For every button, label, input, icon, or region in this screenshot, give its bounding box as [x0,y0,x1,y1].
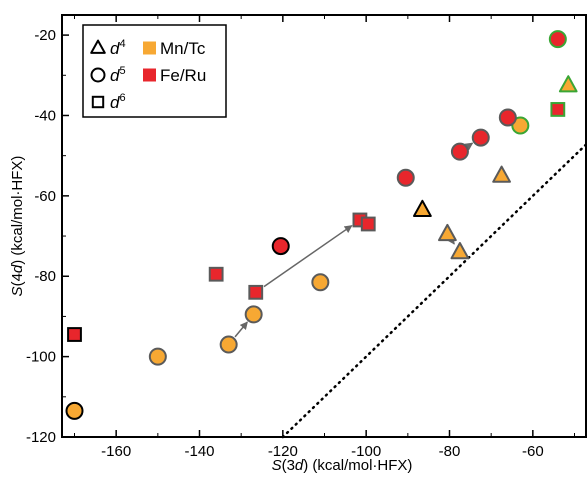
tick-layer: -160 -140 -120 -100 -80 -60 -120 -100 -80 -60 -40 -… [26,15,575,460]
data-point-triangle [450,242,470,260]
data-point-circle [511,116,530,135]
trend-arrow [263,225,353,288]
data-point-triangle [492,165,511,183]
legend-marker-circle [90,67,106,83]
trend-arrow [446,235,455,245]
reference-line-y-equals-x [281,142,587,439]
data-point-circle [450,142,469,161]
y-tick-label: -20 [34,27,56,44]
data-point-circle [244,305,263,324]
x-tick-label: -140 [184,443,214,460]
legend-swatch [143,68,156,82]
legend: d4 d5 d6 Mn/Tc Fe/Ru [82,24,227,118]
legend-label-metal: Mn/Tc [160,39,206,58]
arrow-layer [234,142,474,338]
data-point-square [248,284,264,300]
x-tick-label: -120 [268,443,298,460]
x-tick-label: -60 [522,443,544,460]
data-point-triangle [558,75,578,93]
y-tick-label: -80 [34,268,56,285]
legend-label-triangle: d4 [110,38,126,58]
data-point-circle [148,347,167,366]
data-point-circle [498,108,517,127]
legend-marker-triangle [90,39,106,54]
reference-line-layer [281,142,587,439]
x-tick-label: -80 [439,443,461,460]
data-point-square [208,266,224,282]
legend-marker-square [91,95,105,109]
trend-arrow [464,142,474,151]
x-axis-label: S(3d) (kcal/mol·HFX) [272,457,413,474]
data-point-square [67,327,82,342]
legend-label-square: d6 [110,92,126,112]
trend-arrow [234,321,248,338]
data-point-triangle [413,199,432,217]
x-tick-label: -160 [101,443,131,460]
y-tick-label: -120 [26,429,56,446]
x-tick-label: -100 [351,443,381,460]
data-point-circle [548,30,567,49]
data-point-triangle [438,223,457,242]
data-point-circle [471,128,490,147]
y-tick-label: -60 [34,188,56,205]
data-point-square [360,216,376,232]
legend-label-circle: d5 [110,65,126,85]
y-tick-label: -40 [34,107,56,124]
y-axis-label: S(4d) (kcal/mol·HFX) [9,156,26,297]
data-point-layer [65,30,578,420]
legend-label-metal: Fe/Ru [160,66,206,85]
legend-swatch [143,41,156,55]
data-point-circle [271,237,290,256]
data-point-circle [219,335,238,354]
data-point-circle [396,168,415,187]
y-tick-label: -100 [26,349,56,366]
data-point-circle [311,273,330,292]
data-point-circle [65,401,84,420]
data-point-square [550,102,566,117]
